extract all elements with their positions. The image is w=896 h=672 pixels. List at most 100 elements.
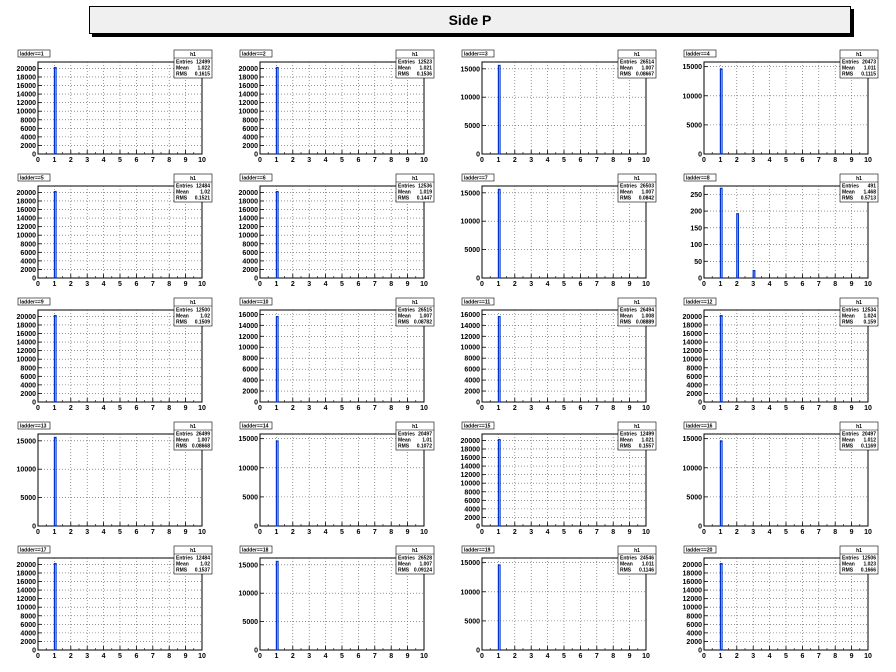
- pad-title: ladder==13: [20, 423, 47, 429]
- y-tick-label: 18000: [461, 446, 481, 453]
- x-tick-label: 4: [768, 405, 772, 412]
- stats-value: 26515: [418, 308, 432, 314]
- y-tick-label: 6000: [686, 374, 702, 381]
- y-tick-label: 15000: [683, 64, 703, 71]
- x-tick-label: 6: [356, 281, 360, 288]
- stats-value: 1.007: [419, 562, 432, 568]
- stats-value: 12499: [196, 60, 210, 66]
- x-tick-label: 6: [800, 281, 804, 288]
- x-tick-label: 3: [307, 281, 311, 288]
- stats-label: Mean: [620, 190, 633, 196]
- x-tick-label: 8: [833, 157, 837, 164]
- x-tick-label: 10: [642, 281, 650, 288]
- x-tick-label: 7: [151, 529, 155, 536]
- stats-value: 0.5713: [861, 196, 877, 202]
- y-tick-label: 2000: [20, 267, 36, 274]
- y-tick-label: 6000: [20, 622, 36, 629]
- stats-hist-name: h1: [190, 52, 196, 58]
- x-tick-label: 4: [102, 157, 106, 164]
- y-tick-label: 250: [690, 192, 702, 199]
- stats-label: Mean: [176, 438, 189, 444]
- x-tick-label: 4: [102, 405, 106, 412]
- histogram-pad: 0 1 2 3 4 5 6 7 8 9 100200040006000800010000120001…: [461, 421, 657, 536]
- x-tick-label: 10: [864, 529, 872, 536]
- pad-title-box: [683, 173, 717, 182]
- y-tick-label: 0: [476, 524, 480, 531]
- y-tick-label: 16000: [17, 331, 37, 338]
- x-tick-label: 5: [562, 405, 566, 412]
- stats-label: Entries: [176, 432, 193, 438]
- pad-title: ladder==17: [20, 547, 47, 553]
- stats-box: [839, 173, 879, 203]
- x-tick-label: 8: [389, 529, 393, 536]
- pad-title: ladder==5: [20, 175, 44, 181]
- x-tick-label: 4: [324, 529, 328, 536]
- x-tick-label: 2: [291, 653, 295, 660]
- x-tick-label: 2: [291, 529, 295, 536]
- y-tick-label: 10000: [17, 357, 37, 364]
- y-tick-label: 2000: [242, 267, 258, 274]
- x-tick-label: 8: [167, 405, 171, 412]
- pad-title-box: [461, 421, 495, 430]
- x-tick-label: 9: [850, 405, 854, 412]
- histogram-bar: [752, 270, 756, 279]
- x-tick-label: 10: [642, 529, 650, 536]
- histogram-pad: 0 1 2 3 4 5 6 7 8 9 100200040006000800010000120001…: [683, 545, 879, 660]
- stats-value: 1.007: [641, 66, 654, 72]
- stats-box: [617, 421, 657, 451]
- y-tick-label: 8000: [242, 356, 258, 363]
- stats-label: Mean: [842, 66, 855, 72]
- x-tick-label: 1: [52, 157, 56, 164]
- y-tick-label: 14000: [683, 340, 703, 347]
- x-tick-label: 6: [134, 405, 138, 412]
- x-tick-label: 3: [529, 405, 533, 412]
- x-tick-label: 0: [36, 405, 40, 412]
- x-tick-label: 4: [546, 281, 550, 288]
- x-tick-label: 5: [784, 405, 788, 412]
- stats-value: 491: [868, 184, 877, 190]
- y-tick-label: 12000: [239, 224, 259, 231]
- y-tick-label: 0: [32, 524, 36, 531]
- x-tick-label: 4: [102, 281, 106, 288]
- stats-hist-name: h1: [856, 52, 862, 58]
- x-tick-label: 10: [420, 281, 428, 288]
- y-tick-label: 2000: [20, 639, 36, 646]
- y-tick-label: 8000: [464, 489, 480, 496]
- x-tick-label: 4: [768, 281, 772, 288]
- pad-title: ladder==19: [464, 547, 491, 553]
- y-tick-label: 2000: [464, 389, 480, 396]
- y-tick-label: 16000: [683, 579, 703, 586]
- stats-value: 0.0842: [639, 196, 655, 202]
- x-tick-label: 0: [702, 653, 706, 660]
- stats-value: 0.08667: [636, 72, 654, 78]
- y-tick-label: 14000: [17, 588, 37, 595]
- x-tick-label: 4: [768, 157, 772, 164]
- stats-label: Entries: [398, 308, 415, 314]
- stats-hist-name: h1: [634, 548, 640, 554]
- x-tick-label: 0: [36, 653, 40, 660]
- x-tick-label: 10: [420, 405, 428, 412]
- x-tick-label: 0: [36, 529, 40, 536]
- histogram-pad: 0 1 2 3 4 5 6 7 8 9 10 0 5000 10000 15000 ladder==14 h1 E…: [239, 421, 435, 536]
- stats-label: Mean: [620, 66, 633, 72]
- stats-value: 0.1169: [861, 444, 876, 450]
- x-tick-label: 7: [595, 157, 599, 164]
- stats-hist-name: h1: [412, 424, 418, 430]
- x-tick-label: 8: [833, 529, 837, 536]
- histogram-pad: 0 1 2 3 4 5 6 7 8 9 10 0 5000 10000 15000 ladder==3 h1 En…: [461, 49, 657, 164]
- y-tick-label: 8000: [20, 365, 36, 372]
- pad-title: ladder==8: [686, 175, 710, 181]
- stats-box: [617, 297, 657, 327]
- x-tick-label: 9: [628, 653, 632, 660]
- pad-title-box: [17, 49, 51, 58]
- stats-value: 1.02: [200, 190, 210, 196]
- x-tick-label: 0: [36, 281, 40, 288]
- stats-value: 0.1666: [861, 568, 877, 574]
- x-tick-label: 7: [373, 529, 377, 536]
- stats-box: [173, 297, 213, 327]
- y-tick-label: 0: [698, 276, 702, 283]
- y-tick-label: 16000: [461, 312, 481, 319]
- x-tick-label: 4: [546, 405, 550, 412]
- x-tick-label: 6: [356, 405, 360, 412]
- x-tick-label: 2: [735, 405, 739, 412]
